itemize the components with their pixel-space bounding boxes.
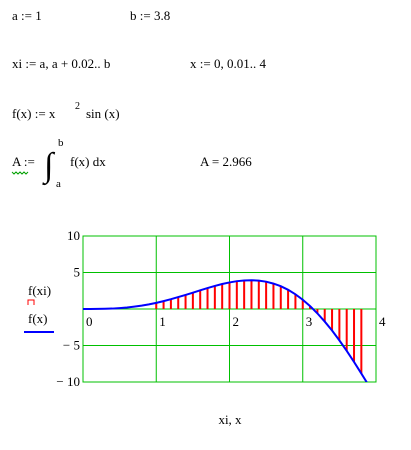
- legend-marker: [27, 299, 35, 305]
- x-tick-label: 2: [233, 314, 240, 329]
- bar: [353, 309, 356, 362]
- integral-lhs: A :=: [12, 154, 35, 169]
- x-tick-label: 4: [379, 314, 386, 329]
- bar: [272, 283, 275, 309]
- bar: [162, 301, 165, 309]
- bar: [309, 306, 312, 309]
- xi-definition: xi := a, a + 0.02.. b: [12, 56, 110, 71]
- x-definition: x := 0, 0.01.. 4: [190, 56, 266, 71]
- bar: [294, 294, 297, 309]
- bar: [316, 309, 319, 314]
- bar: [250, 280, 253, 309]
- plot-area: [83, 279, 368, 382]
- upper-limit: b: [58, 137, 64, 149]
- bar: [257, 280, 260, 309]
- legend-label: f(x): [28, 311, 48, 326]
- f-exponent: 2: [75, 101, 80, 112]
- f-definition: f(x) := x: [12, 106, 56, 121]
- bar: [184, 294, 187, 309]
- b-definition: b := 3.8: [130, 8, 170, 23]
- bar: [265, 281, 268, 309]
- bar: [228, 282, 231, 309]
- bar: [213, 285, 216, 309]
- y-tick-label: 5: [74, 265, 81, 280]
- integrand: f(x) dx: [70, 154, 106, 169]
- bar: [345, 309, 348, 351]
- bar: [191, 292, 194, 309]
- integral-sign: ∫: [42, 147, 56, 186]
- y-tick-label: − 5: [63, 338, 80, 353]
- line: [83, 279, 368, 382]
- lower-limit: a: [56, 178, 61, 190]
- bar: [323, 309, 326, 322]
- bar: [301, 299, 304, 309]
- bar: [177, 297, 180, 309]
- bar: [169, 299, 172, 309]
- legend-label: f(xi): [28, 283, 51, 298]
- bar: [221, 284, 224, 309]
- x-tick-label: 3: [306, 314, 313, 329]
- bar: [235, 281, 238, 309]
- f-rest: sin (x): [86, 106, 120, 121]
- y-tick-label: 10: [67, 228, 80, 243]
- y-tick-label: − 10: [56, 374, 80, 389]
- x-tick-label: 1: [159, 314, 166, 329]
- x-tick-label: 0: [86, 314, 93, 329]
- squiggle: [11, 171, 29, 175]
- bar: [338, 309, 341, 341]
- result: A = 2.966: [200, 154, 252, 169]
- x-axis-label: xi, x: [218, 412, 242, 427]
- bar: [287, 289, 290, 309]
- bar: [206, 288, 209, 309]
- a-definition: a := 1: [12, 8, 42, 23]
- bar: [331, 309, 334, 331]
- bar: [155, 302, 158, 309]
- bar: [243, 280, 246, 309]
- bar: [199, 290, 202, 309]
- bar: [279, 286, 282, 309]
- bar: [360, 309, 363, 374]
